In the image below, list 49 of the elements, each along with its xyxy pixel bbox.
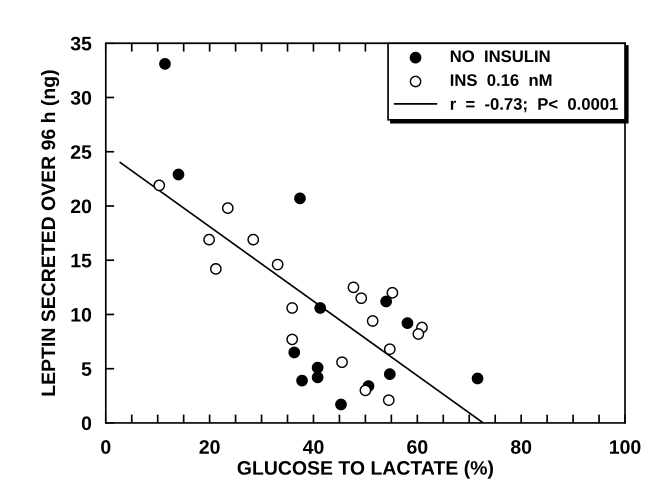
x-tick-label: 20 <box>199 440 220 454</box>
x-tick-label: 0 <box>101 440 110 454</box>
y-axis-title: LEPTIN SECRETED OVER 96 h (ng) <box>40 70 60 396</box>
point <box>366 315 379 327</box>
point <box>294 192 306 204</box>
point <box>355 292 368 304</box>
y-tick-label: 5 <box>82 362 92 376</box>
y-tick-label: 0 <box>82 416 92 430</box>
x-tick-label: 60 <box>407 440 428 454</box>
point <box>314 302 326 314</box>
x-tick-label: 40 <box>302 440 324 454</box>
point <box>210 263 222 275</box>
legend-label: INS 0.16 nM <box>450 74 552 86</box>
point <box>288 346 300 358</box>
point <box>472 372 484 384</box>
y-tick-label: 20 <box>70 199 92 214</box>
point <box>412 328 424 340</box>
point <box>172 168 184 180</box>
point <box>348 281 360 294</box>
point <box>159 58 171 70</box>
point <box>272 258 284 270</box>
point <box>380 296 392 308</box>
point <box>203 234 215 246</box>
y-tick-label: 15 <box>71 254 92 268</box>
point <box>386 286 398 299</box>
point <box>402 317 414 329</box>
point <box>296 374 308 386</box>
point <box>312 372 324 384</box>
point <box>384 368 396 380</box>
legend-label: NO INSULIN <box>450 50 550 62</box>
point <box>312 362 324 374</box>
point <box>382 394 395 406</box>
point <box>153 180 166 192</box>
x-tick-label: 100 <box>610 440 640 454</box>
y-tick-label: 25 <box>70 145 92 159</box>
point <box>222 202 234 214</box>
point <box>286 302 298 314</box>
y-tick-label: 30 <box>70 90 92 105</box>
legend-label: r = -0.73; P< 0.0001 <box>450 98 618 112</box>
point <box>335 398 347 410</box>
point <box>286 334 298 346</box>
point <box>384 343 396 356</box>
x-axis-title: GLUCOSE TO LACTATE (%) <box>238 460 493 479</box>
y-tick-label: 35 <box>70 36 92 51</box>
point <box>247 234 260 246</box>
y-tick-label: 10 <box>71 308 92 322</box>
point <box>336 356 348 368</box>
point <box>360 384 372 396</box>
x-tick-label: 80 <box>510 440 532 454</box>
